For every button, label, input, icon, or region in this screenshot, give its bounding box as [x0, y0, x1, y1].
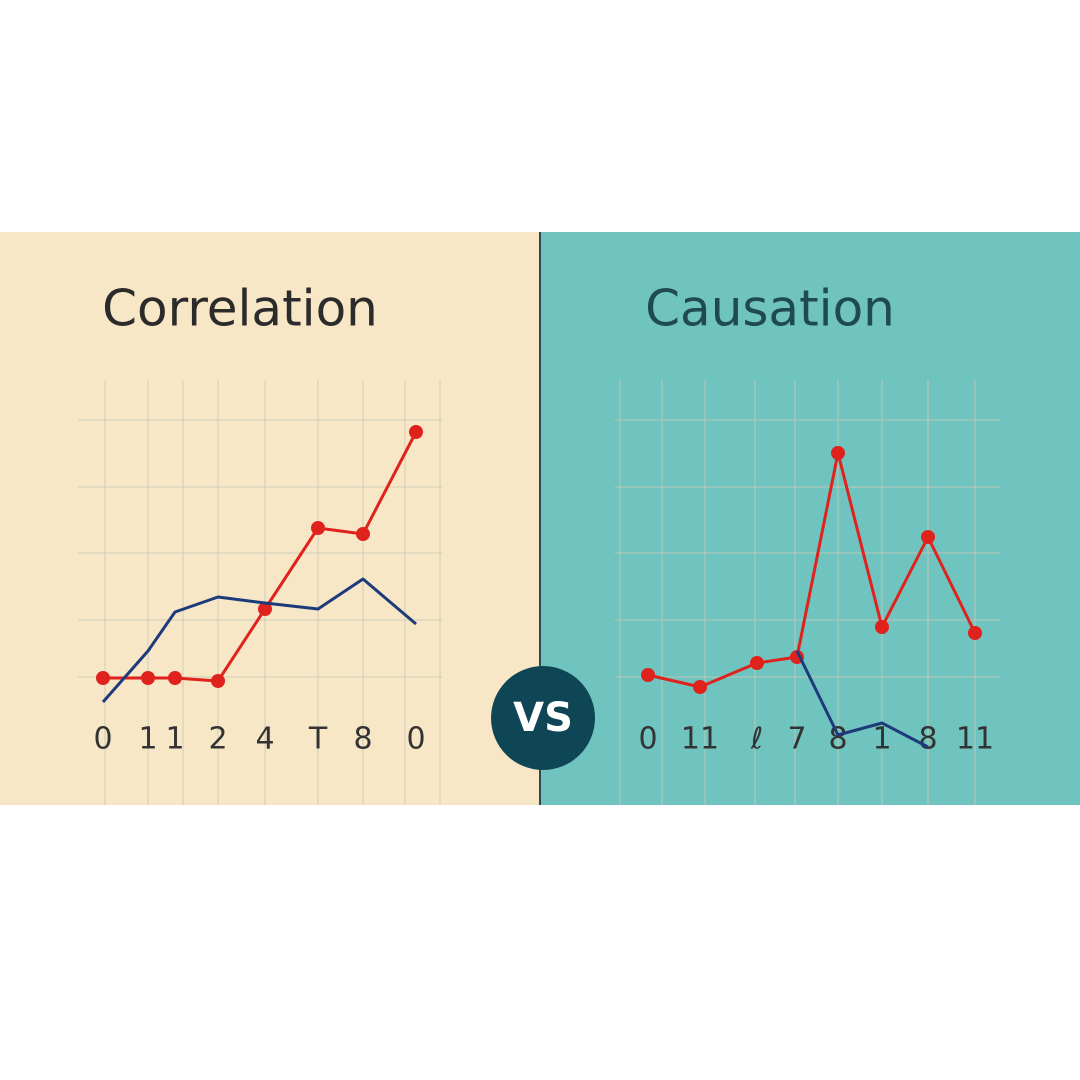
x-tick-label: 0 — [406, 722, 425, 757]
x-tick-label: 1 — [872, 722, 891, 757]
series-line — [101, 577, 417, 703]
x-tick-label: 11 — [681, 722, 719, 757]
x-tick-label: T — [308, 722, 328, 757]
point — [356, 527, 370, 541]
point — [258, 602, 272, 616]
vs-text: VS — [513, 695, 573, 741]
x-tick-label: ℓ — [750, 722, 763, 757]
point — [96, 671, 110, 685]
point — [641, 668, 655, 682]
point — [693, 680, 707, 694]
series-line — [647, 451, 977, 689]
point — [141, 671, 155, 685]
chart-title: Correlation — [102, 280, 378, 338]
x-tick-label: 0 — [638, 722, 657, 757]
point — [750, 656, 764, 670]
point — [875, 620, 889, 634]
left-panel — [0, 232, 540, 805]
x-tick-label: 8 — [353, 722, 372, 757]
x-tick-label: 1 — [165, 722, 184, 757]
x-tick-label: 8 — [918, 722, 937, 757]
vs-badge — [491, 666, 595, 770]
point — [409, 425, 423, 439]
x-tick-label: 7 — [787, 722, 806, 757]
point — [921, 530, 935, 544]
point — [968, 626, 982, 640]
x-tick-label: 2 — [208, 722, 227, 757]
point — [831, 446, 845, 460]
chart-title: Causation — [645, 280, 895, 338]
series-line — [795, 650, 929, 749]
x-tick-label: 11 — [956, 722, 994, 757]
x-tick-label: 1 — [138, 722, 157, 757]
point — [211, 674, 225, 688]
point — [168, 671, 182, 685]
point — [311, 521, 325, 535]
x-tick-label: 4 — [255, 722, 274, 757]
right-panel — [540, 232, 1080, 805]
x-tick-label: 8 — [828, 722, 847, 757]
x-tick-label: 0 — [93, 722, 112, 757]
